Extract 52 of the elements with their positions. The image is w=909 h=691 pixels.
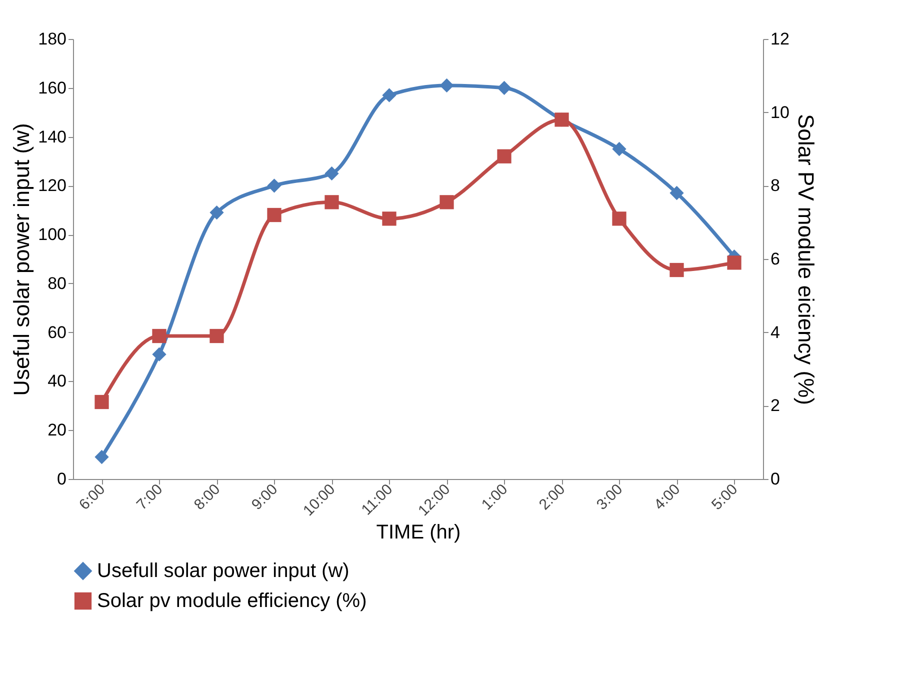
point bbox=[440, 78, 454, 93]
point bbox=[382, 88, 396, 102]
y-tick-label: 180 bbox=[38, 30, 66, 48]
legend-label: Solar pv module efficiency (%) bbox=[97, 590, 367, 612]
y2-tick-label: 8 bbox=[770, 176, 780, 196]
x-tick-label: 7:00 bbox=[133, 480, 166, 514]
point bbox=[440, 195, 454, 210]
y-tick-label: 100 bbox=[38, 225, 66, 244]
point bbox=[497, 80, 512, 95]
x-tick-label: 5:00 bbox=[708, 480, 742, 514]
y-tick-label: 60 bbox=[48, 322, 66, 342]
y-tick-label: 0 bbox=[57, 470, 66, 488]
y-tick-label: 160 bbox=[38, 78, 66, 98]
y2-axis-title: Solar PV module eiciency (%) bbox=[793, 114, 818, 406]
point bbox=[267, 208, 282, 222]
point bbox=[210, 205, 224, 220]
x-tick-label: 9:00 bbox=[248, 480, 282, 514]
y2-tick-label: 2 bbox=[770, 396, 780, 416]
point bbox=[497, 149, 512, 164]
point bbox=[382, 212, 396, 226]
x-tick-label: 1:00 bbox=[478, 480, 512, 514]
x-axis-title: TIME (hr) bbox=[376, 522, 461, 544]
point bbox=[152, 347, 166, 362]
point bbox=[324, 166, 339, 181]
point bbox=[152, 328, 166, 344]
y2-tick-label: 0 bbox=[770, 470, 780, 488]
y-tick-label: 140 bbox=[38, 127, 66, 146]
x-tick-label: 6:00 bbox=[76, 480, 109, 514]
point bbox=[670, 186, 684, 200]
y-tick-label: 20 bbox=[48, 420, 66, 440]
y2-tick-label: 4 bbox=[770, 322, 780, 342]
y-tick-label: 40 bbox=[48, 372, 66, 391]
point bbox=[324, 195, 339, 210]
y-tick-label: 80 bbox=[48, 274, 66, 293]
x-tick-label: 8:00 bbox=[190, 480, 224, 514]
point bbox=[94, 394, 109, 410]
point bbox=[612, 142, 626, 156]
point bbox=[94, 450, 109, 464]
y2-tick-label: 6 bbox=[770, 250, 780, 268]
point bbox=[267, 178, 282, 193]
point bbox=[612, 212, 626, 226]
point bbox=[670, 262, 684, 278]
legend-label: Usefull solar power input (w) bbox=[97, 560, 350, 582]
point bbox=[210, 328, 224, 344]
x-tick-label: 3:00 bbox=[593, 480, 626, 514]
y2-tick-label: 10 bbox=[770, 102, 790, 122]
y-tick-label: 120 bbox=[38, 176, 66, 196]
y-axis-title: Useful solar power input (w) bbox=[9, 123, 34, 396]
x-tick-label: 4:00 bbox=[650, 480, 684, 514]
point bbox=[727, 256, 742, 270]
y2-tick-label: 12 bbox=[770, 30, 790, 48]
x-tick-label: 2:00 bbox=[536, 480, 569, 514]
